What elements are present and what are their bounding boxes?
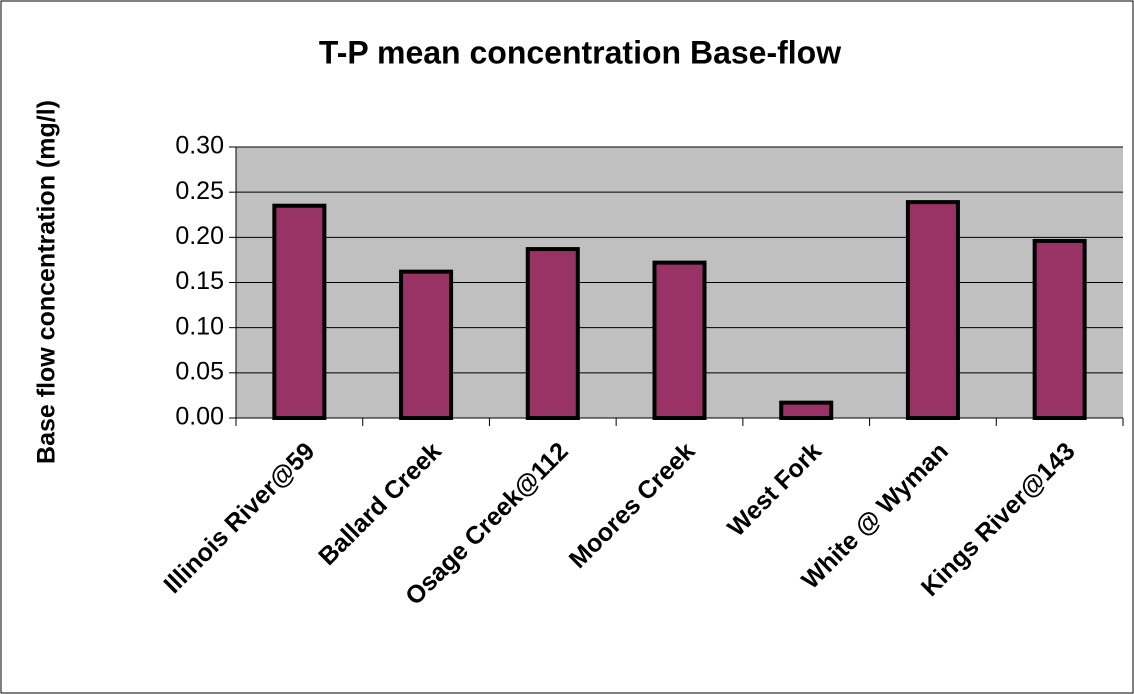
bar — [779, 400, 834, 421]
bar — [905, 200, 960, 420]
y-tick-label: 0.25 — [175, 177, 224, 205]
y-tick-label: 0.30 — [175, 132, 224, 160]
y-tick-label: 0.20 — [175, 222, 224, 250]
bar — [399, 269, 454, 420]
chart-title: T-P mean concentration Base-flow — [319, 34, 841, 70]
y-axis-label: Base flow concentration (mg/l) — [33, 100, 61, 464]
bar — [272, 203, 327, 420]
y-tick-label: 0.15 — [175, 267, 224, 295]
y-tick-label: 0.10 — [175, 312, 224, 340]
bar — [1032, 238, 1087, 420]
y-tick-label: 0.05 — [175, 357, 224, 385]
bar — [652, 260, 707, 421]
bar — [525, 247, 580, 420]
y-tick-label: 0.00 — [175, 403, 224, 431]
